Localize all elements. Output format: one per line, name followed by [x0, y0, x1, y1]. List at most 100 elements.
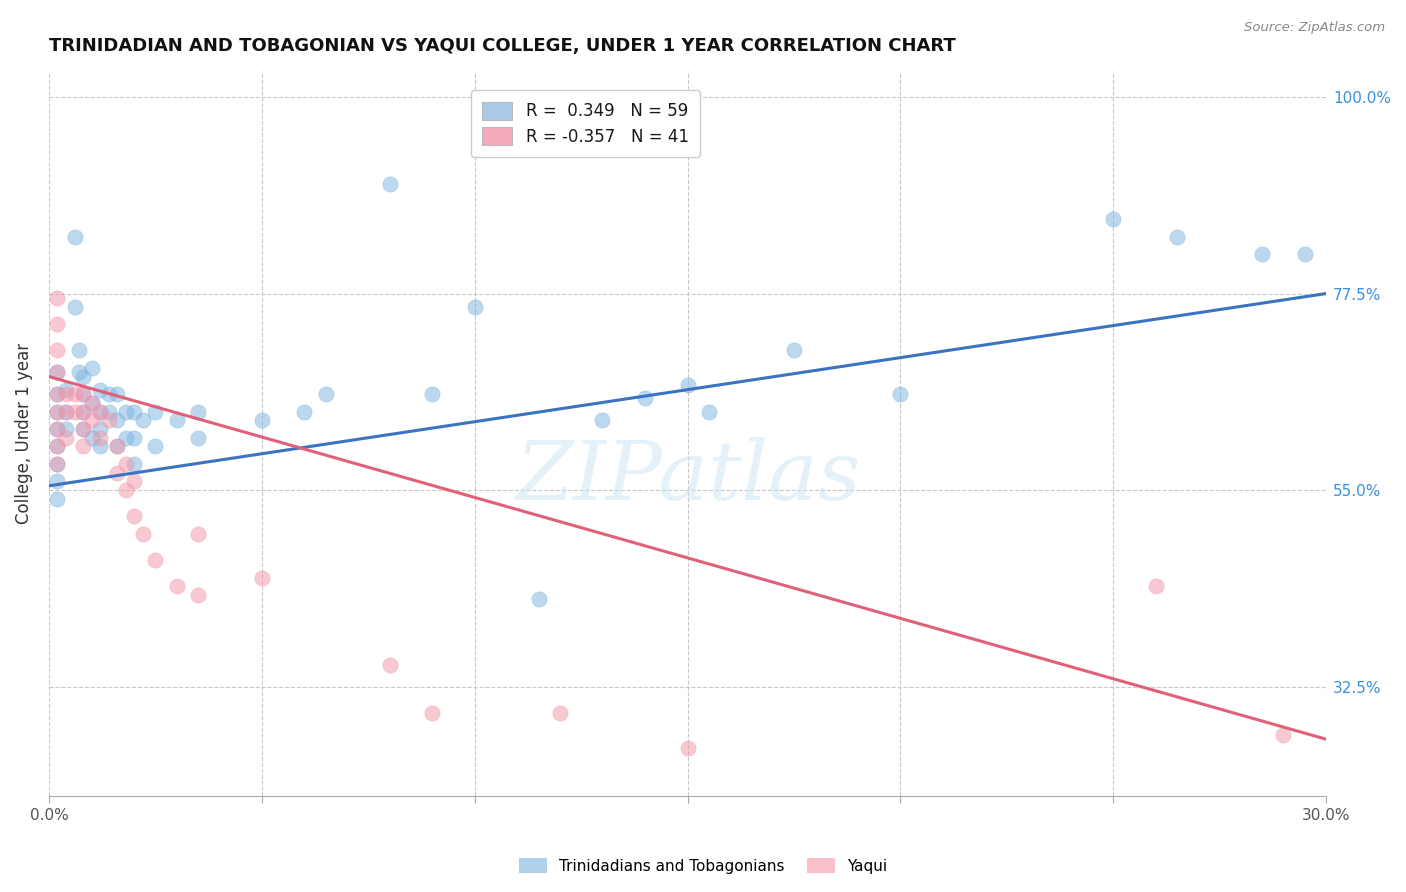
Point	[89, 440, 111, 454]
Point	[55, 404, 77, 418]
Point	[145, 553, 167, 567]
Point	[89, 422, 111, 436]
Point	[97, 404, 120, 418]
Point	[889, 387, 911, 401]
Point	[46, 475, 69, 489]
Point	[105, 413, 128, 427]
Point	[591, 413, 613, 427]
Text: ZIPatlas: ZIPatlas	[515, 437, 860, 516]
Point	[1166, 229, 1188, 244]
Point	[46, 422, 69, 436]
Point	[46, 404, 69, 418]
Point	[105, 440, 128, 454]
Point	[72, 440, 94, 454]
Point	[548, 706, 571, 720]
Point	[697, 404, 720, 418]
Point	[292, 404, 315, 418]
Point	[46, 440, 69, 454]
Point	[250, 413, 273, 427]
Point	[122, 404, 145, 418]
Point	[1272, 728, 1295, 742]
Point	[783, 343, 806, 358]
Point	[46, 422, 69, 436]
Point	[1251, 247, 1274, 261]
Point	[63, 387, 86, 401]
Point	[72, 369, 94, 384]
Point	[1102, 212, 1125, 227]
Point	[105, 387, 128, 401]
Point	[72, 404, 94, 418]
Point	[1294, 247, 1316, 261]
Point	[46, 457, 69, 471]
Point	[63, 404, 86, 418]
Point	[46, 365, 69, 379]
Point	[131, 526, 153, 541]
Point	[105, 440, 128, 454]
Point	[55, 431, 77, 445]
Point	[676, 740, 699, 755]
Point	[122, 457, 145, 471]
Point	[89, 404, 111, 418]
Point	[187, 431, 209, 445]
Point	[72, 422, 94, 436]
Text: Source: ZipAtlas.com: Source: ZipAtlas.com	[1244, 21, 1385, 34]
Point	[420, 706, 443, 720]
Point	[80, 431, 103, 445]
Point	[72, 387, 94, 401]
Point	[378, 657, 401, 672]
Point	[80, 413, 103, 427]
Point	[464, 300, 486, 314]
Point	[114, 457, 136, 471]
Point	[67, 365, 90, 379]
Point	[63, 300, 86, 314]
Point	[122, 475, 145, 489]
Point	[114, 483, 136, 498]
Point	[89, 431, 111, 445]
Point	[145, 440, 167, 454]
Point	[46, 387, 69, 401]
Point	[187, 404, 209, 418]
Y-axis label: College, Under 1 year: College, Under 1 year	[15, 343, 32, 524]
Legend: R =  0.349   N = 59, R = -0.357   N = 41: R = 0.349 N = 59, R = -0.357 N = 41	[471, 90, 700, 157]
Point	[55, 422, 77, 436]
Point	[122, 509, 145, 524]
Point	[145, 404, 167, 418]
Point	[72, 422, 94, 436]
Point	[131, 413, 153, 427]
Point	[166, 413, 188, 427]
Point	[97, 387, 120, 401]
Point	[46, 291, 69, 305]
Point	[55, 404, 77, 418]
Point	[72, 404, 94, 418]
Point	[250, 570, 273, 584]
Point	[378, 178, 401, 192]
Point	[527, 592, 550, 607]
Point	[67, 343, 90, 358]
Point	[46, 317, 69, 331]
Point	[187, 526, 209, 541]
Legend: Trinidadians and Tobagonians, Yaqui: Trinidadians and Tobagonians, Yaqui	[513, 852, 893, 880]
Point	[46, 440, 69, 454]
Point	[46, 457, 69, 471]
Point	[122, 431, 145, 445]
Point	[114, 404, 136, 418]
Point	[80, 396, 103, 410]
Point	[80, 396, 103, 410]
Point	[1144, 579, 1167, 593]
Point	[105, 466, 128, 480]
Point	[114, 431, 136, 445]
Point	[55, 387, 77, 401]
Point	[89, 383, 111, 397]
Point	[676, 378, 699, 392]
Point	[315, 387, 337, 401]
Point	[55, 383, 77, 397]
Text: TRINIDADIAN AND TOBAGONIAN VS YAQUI COLLEGE, UNDER 1 YEAR CORRELATION CHART: TRINIDADIAN AND TOBAGONIAN VS YAQUI COLL…	[49, 37, 956, 55]
Point	[80, 360, 103, 375]
Point	[72, 387, 94, 401]
Point	[46, 387, 69, 401]
Point	[187, 588, 209, 602]
Point	[420, 387, 443, 401]
Point	[63, 229, 86, 244]
Point	[634, 392, 657, 406]
Point	[46, 404, 69, 418]
